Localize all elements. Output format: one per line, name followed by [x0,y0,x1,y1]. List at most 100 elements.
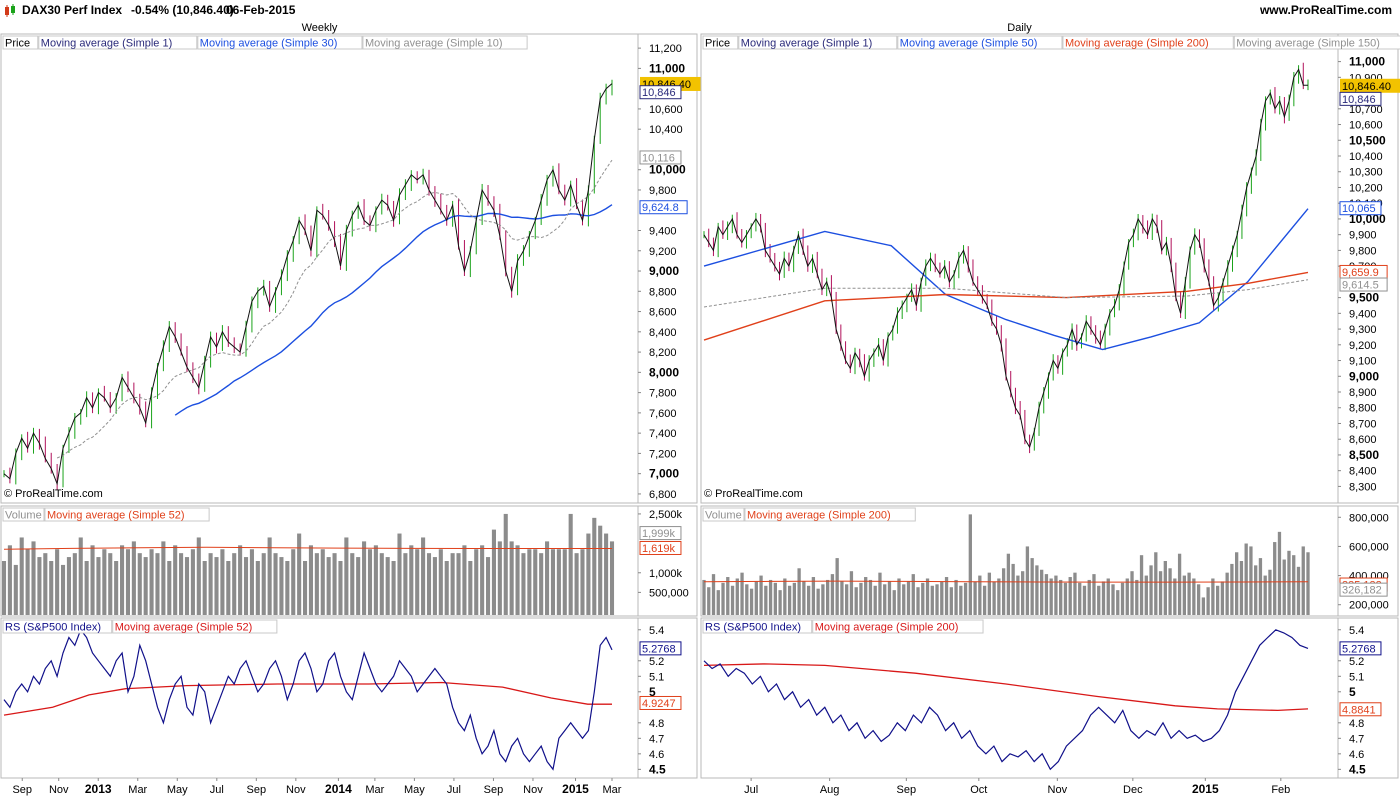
daily-volume-volume-bar [1244,543,1248,615]
weekly-volume-volume-bar [49,561,54,615]
weekly-volume-volume-bar [232,553,237,615]
daily-price-value-box [1339,91,1382,106]
daily-volume-volume-bar [982,585,987,615]
daily-price-title: Daily [1007,22,1032,34]
daily-volume-volume-bar [1158,571,1163,615]
weekly-rs-legend-item: Moving average (Simple 52) [115,622,253,634]
weekly-price-tick-label: 7,800 [649,388,677,400]
daily-rs-tick-label: 4.7 [1349,733,1364,745]
daily-volume-legend-box [702,507,745,522]
weekly-volume-volume-bar [167,561,172,615]
daily-price-value-label: 9,614.5 [1342,280,1379,292]
daily-volume-volume-bar [883,584,887,615]
daily-price-tick-label: 10,300 [1349,167,1383,179]
daily-volume-volume-bar [1168,568,1172,615]
daily-volume-volume-bar [759,575,763,615]
daily-volume-volume-bar [921,582,925,615]
weekly-volume-volume-bar [137,553,142,615]
weekly-volume-legend-item: Volume [5,510,42,522]
daily-volume-volume-bar [940,581,944,615]
daily-volume-volume-bar [997,578,1001,615]
daily-volume-volume-bar [902,584,906,615]
daily-volume-tick-label: 800,000 [1349,512,1389,524]
daily-volume-volume-bar [1130,571,1134,615]
daily-price-tick-label: 8,400 [1349,466,1377,478]
daily-price-ma-red-line [703,271,1309,341]
weekly-price-ma-gray-line [56,159,613,459]
daily-price-tick-label: 9,000 [1349,369,1379,383]
weekly-volume-volume-bar [43,553,48,615]
daily-price-price-line [703,68,1308,449]
daily-volume-volume-bar [1059,579,1063,615]
daily-volume-volume-bar [840,581,844,615]
weekly-price-price-line [3,83,613,486]
weekly-price-tick-label: 9,000 [649,264,679,278]
daily-volume-volume-bar [811,577,816,615]
weekly-price-tick-label: 9,400 [649,226,677,238]
weekly-volume-volume-bar [609,541,615,615]
weekly-price-value-label: 9,624.8 [642,202,679,214]
daily-volume-volume-bar [730,585,735,615]
daily-price-legend-box [1062,35,1234,50]
weekly-price-tick-label: 7,600 [649,408,677,420]
daily-price-value-box [1339,201,1382,216]
weekly-volume-volume-bar [72,553,77,615]
weekly-price-tick-label: 6,800 [649,489,677,501]
daily-volume-volume-bar [925,578,930,615]
daily-volume-volume-bar [1192,578,1196,615]
weekly-rs-rs-line [3,628,613,771]
weekly-price-value-label: 10,116 [642,152,675,164]
weekly-volume-volume-bar [556,549,561,615]
daily-price-watermark: © ProRealTime.com [704,488,803,500]
daily-volume-volume-bar [1249,546,1253,615]
weekly-rs-legend-box [2,619,113,634]
daily-volume-volume-bar [873,585,877,615]
weekly-xaxis-tick-label: Sep [247,784,267,796]
weekly-volume-volume-bar [13,564,18,615]
weekly-price-value-label: 10,846 [642,87,676,99]
weekly-volume-volume-bar [297,533,302,615]
daily-xaxis-tick-label: Aug [820,784,840,796]
weekly-volume-volume-bar [96,557,101,615]
weekly-volume-volume-bar [220,549,225,615]
weekly-xaxis-tick-label: 2015 [562,782,589,796]
weekly-price-legend-box [2,35,39,50]
daily-volume-volume-bar [1201,597,1206,615]
daily-volume-volume-bar [1306,552,1310,615]
weekly-volume-volume-bar [31,541,36,615]
daily-price-tick-label: 9,500 [1349,291,1379,305]
weekly-volume-volume-bar [568,513,573,615]
weekly-volume-volume-bar [456,553,461,615]
daily-volume-volume-bar [768,579,773,615]
weekly-volume-tick-label: 1,000k [649,568,683,580]
daily-volume-volume-bar [1230,563,1234,615]
weekly-price-tick-label: 8,400 [649,327,677,339]
daily-volume-volume-bar [854,587,858,615]
weekly-xaxis-tick-label: Mar [603,784,622,796]
daily-volume-volume-bar [702,579,706,615]
weekly-price-tick-label: 11,000 [649,61,685,75]
weekly-volume-volume-bar [397,533,402,615]
weekly-price-tick-label: 8,800 [649,286,677,298]
daily-price-ma-blue-line [703,208,1309,351]
weekly-volume-volume-bar [108,553,113,615]
weekly-volume-volume-bar [196,537,201,615]
weekly-price-tick-label: 9,800 [649,185,677,197]
weekly-volume-volume-bar [238,545,243,615]
daily-price-tick-label: 8,800 [1349,403,1377,415]
weekly-volume-value-box [639,526,682,541]
daily-volume-volume-bar [1277,531,1282,615]
daily-rs-tick-label: 4.6 [1349,749,1364,761]
daily-volume-volume-bar [1296,566,1301,615]
daily-volume-volume-bar [1187,572,1191,615]
weekly-volume-volume-bar [450,553,455,615]
weekly-price-value-box [639,200,688,215]
daily-price-legend-box [738,35,898,50]
weekly-volume-volume-bar [462,545,467,615]
daily-rs-ma-line [703,663,1309,712]
site-url[interactable]: www.ProRealTime.com [1259,3,1392,17]
daily-volume-volume-bar [835,558,839,615]
daily-volume-volume-bar [1025,546,1030,615]
weekly-price-legend-box [197,35,363,50]
daily-price-tick-label: 8,700 [1349,418,1377,430]
